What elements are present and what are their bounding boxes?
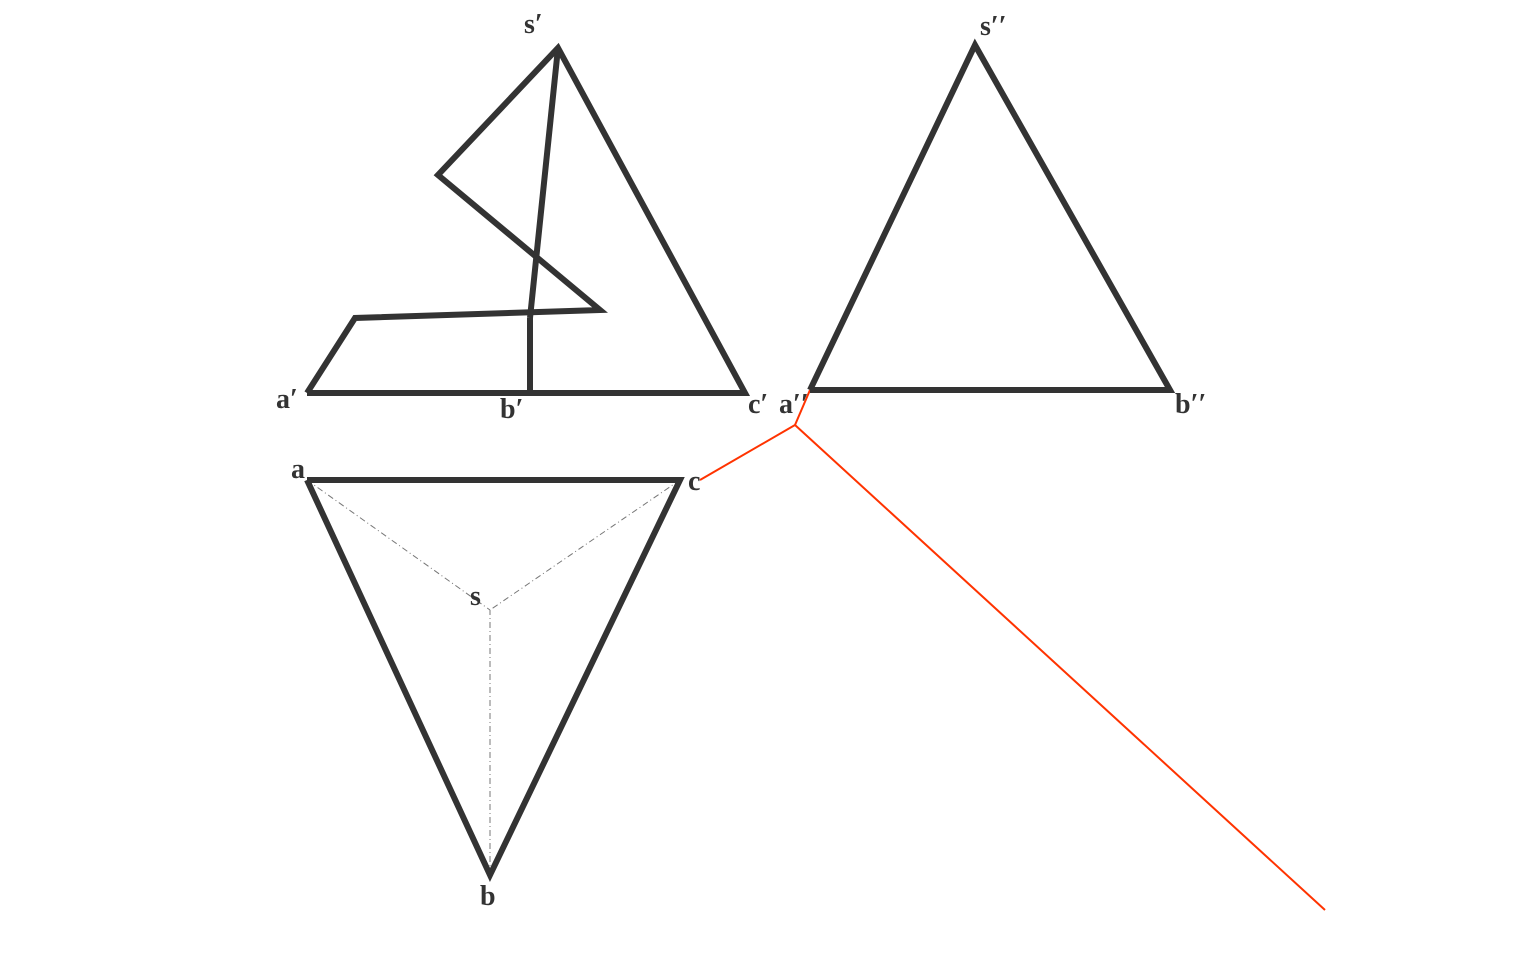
vertex-label-b_label: b xyxy=(480,881,496,912)
vertex-label-b_pp_label: b′′ xyxy=(1175,389,1206,420)
diagram-edge xyxy=(307,480,680,875)
vertex-label-c_prime_label: c′ xyxy=(748,389,768,420)
diagram-edge xyxy=(530,48,558,318)
vertex-label-a_label: a xyxy=(291,454,305,485)
vertex-label-s_prime_label: s′ xyxy=(524,9,543,40)
vertex-label-s_pp_label: s′′ xyxy=(980,11,1007,42)
diagram-edge xyxy=(307,48,745,393)
vertex-label-s_label: s xyxy=(470,581,481,612)
vertex-label-c_label: c xyxy=(688,466,700,497)
vertex-label-b_prime_label: b′ xyxy=(500,394,523,425)
vertex-label-a_prime_label: a′ xyxy=(276,384,298,415)
diagram-edge xyxy=(810,45,1170,390)
diagram-edge xyxy=(795,425,1325,910)
diagram-edge xyxy=(700,425,795,480)
vertex-label-a_pp_label: a′′ xyxy=(779,389,809,420)
